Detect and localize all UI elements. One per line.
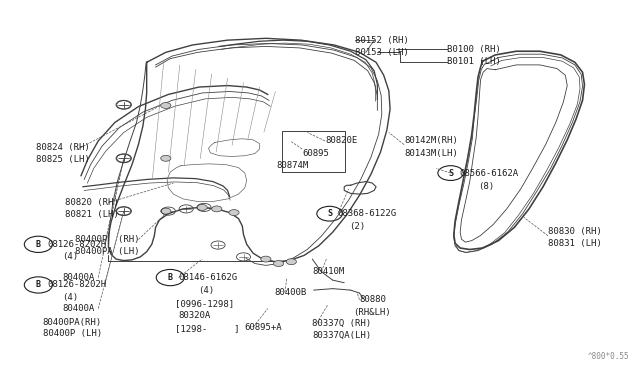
- Text: 80400P  (RH): 80400P (RH): [75, 235, 139, 244]
- Text: (RH&LH): (RH&LH): [353, 308, 391, 317]
- Text: 80874M: 80874M: [276, 161, 309, 170]
- Circle shape: [161, 103, 171, 109]
- Text: S: S: [448, 169, 453, 177]
- Text: S: S: [327, 209, 332, 218]
- Text: B0100 (RH): B0100 (RH): [447, 45, 501, 54]
- Circle shape: [229, 210, 239, 215]
- Text: 08126-8202H: 08126-8202H: [47, 240, 106, 249]
- Text: 08146-6162G: 08146-6162G: [179, 273, 237, 282]
- Text: 80821 (LH): 80821 (LH): [65, 210, 119, 219]
- Text: 80152 (RH): 80152 (RH): [355, 36, 409, 45]
- Text: 80400B: 80400B: [274, 288, 307, 297]
- Text: 80880: 80880: [360, 295, 387, 304]
- Text: [0996-1298]: [0996-1298]: [175, 299, 234, 308]
- Text: 80820E: 80820E: [325, 137, 357, 145]
- Text: 80337Q (RH): 80337Q (RH): [312, 319, 371, 328]
- Circle shape: [197, 205, 207, 211]
- Text: (4): (4): [62, 293, 78, 302]
- Text: B: B: [168, 273, 173, 282]
- Text: (8): (8): [478, 182, 494, 190]
- Text: 80400P (LH): 80400P (LH): [43, 329, 102, 338]
- Text: 80400PA(RH): 80400PA(RH): [43, 318, 102, 327]
- Circle shape: [273, 260, 284, 266]
- Text: 08368-6122G: 08368-6122G: [338, 209, 397, 218]
- Text: 08566-6162A: 08566-6162A: [459, 169, 518, 177]
- Text: 80143M(LH): 80143M(LH): [404, 149, 458, 158]
- Text: 80153 (LH): 80153 (LH): [355, 48, 409, 57]
- Text: B0101 (LH): B0101 (LH): [447, 57, 501, 66]
- Text: 80830 (RH): 80830 (RH): [548, 227, 602, 235]
- Text: ^800*0.55: ^800*0.55: [588, 352, 629, 361]
- Text: 80320A: 80320A: [179, 311, 211, 320]
- Text: 80142M(RH): 80142M(RH): [404, 137, 458, 145]
- Text: (4): (4): [62, 252, 78, 262]
- Text: 08126-8202H: 08126-8202H: [47, 280, 106, 289]
- Text: B: B: [36, 240, 41, 249]
- Circle shape: [286, 259, 296, 264]
- Text: 80337QA(LH): 80337QA(LH): [312, 331, 371, 340]
- Text: 60895: 60895: [302, 149, 329, 158]
- Text: 80400A: 80400A: [62, 273, 94, 282]
- Text: (4): (4): [198, 286, 214, 295]
- Text: 80825 (LH): 80825 (LH): [36, 155, 90, 164]
- Text: 80400A: 80400A: [62, 304, 94, 313]
- Text: 80831 (LH): 80831 (LH): [548, 239, 602, 248]
- Text: 80824 (RH): 80824 (RH): [36, 143, 90, 152]
- Circle shape: [161, 208, 171, 214]
- Text: 80400PA (LH): 80400PA (LH): [75, 247, 139, 256]
- Text: 80820 (RH): 80820 (RH): [65, 198, 119, 207]
- Circle shape: [161, 155, 171, 161]
- Text: [1298-     ]: [1298- ]: [175, 324, 239, 333]
- Circle shape: [212, 206, 222, 212]
- Text: B: B: [36, 280, 41, 289]
- Text: 60895+A: 60895+A: [245, 323, 282, 331]
- Circle shape: [260, 256, 271, 262]
- Text: (2): (2): [349, 222, 365, 231]
- Text: 80410M: 80410M: [312, 267, 344, 276]
